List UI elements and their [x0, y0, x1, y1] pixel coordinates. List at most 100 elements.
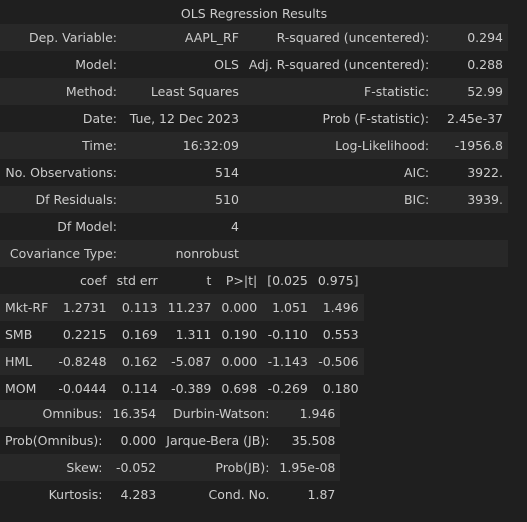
summary-row: Date: Tue, 12 Dec 2023 Prob (F-statistic):… [0, 105, 508, 132]
coef-row-cell: 1.311 [175, 327, 212, 342]
summary-row-cell: Tue, 12 Dec 2023 [129, 111, 239, 126]
coef-header-cell [0, 267, 53, 294]
coef-row-cell: 1.2731 [53, 294, 112, 321]
diagnostics-row-cell: -0.052 [107, 454, 162, 481]
summary-row-cell: 514 [215, 165, 239, 180]
summary-row-cell: Dep. Variable: [0, 24, 122, 51]
summary-row: Covariance Type: nonrobust [0, 240, 508, 267]
coef-row-cell: MOM [5, 381, 37, 396]
summary-row-cell: 2.45e-37 [447, 111, 503, 126]
summary-row-cell [434, 240, 508, 267]
summary-row: Method: Least Squares F-statistic: 52.99 [0, 78, 508, 105]
summary-row-cell: Time: [0, 132, 122, 159]
diagnostics-row-cell: 35.508 [291, 433, 336, 448]
coef-row: HML -0.8248 0.162 -5.087 0.000 -1.143 -0.506 [0, 348, 364, 375]
diagnostics-row-cell: 16.354 [107, 400, 162, 427]
diagnostics-row-cell: 1.87 [307, 487, 336, 502]
summary-row-cell [243, 240, 435, 267]
diagnostics-row-cell: 1.946 [274, 400, 341, 427]
diagnostics-row-cell: Jarque-Bera (JB): [166, 433, 270, 448]
coef-header-cell: std err [116, 273, 158, 288]
diagnostics-row-cell: Skew: [0, 454, 108, 481]
coefficients-header-row: coef std err t P>|t| [0.025 0.975] [0, 267, 364, 294]
summary-row: Df Model: 4 [0, 213, 508, 240]
summary-row-cell: Date: [82, 111, 117, 126]
coef-header-cell: P>|t| [225, 273, 258, 288]
coef-row-cell: HML [0, 348, 54, 375]
summary-row: Time: 16:32:09 Log-Likelihood: -1956.8 [0, 132, 508, 159]
summary-row-cell: F-statistic: [243, 78, 435, 105]
summary-row-cell: 16:32:09 [121, 132, 244, 159]
diagnostics-row-cell: 0.000 [120, 433, 157, 448]
coef-header-cell: 0.975] [317, 273, 359, 288]
coefficients-table: coef std err t P>|t| [0.025 0.975] Mkt-RF 1.27… [0, 267, 364, 402]
coef-row-cell: 0.162 [111, 348, 163, 375]
coef-row-cell: -1.143 [262, 348, 313, 375]
diagnostics-row-cell: Kurtosis: [48, 487, 103, 502]
coef-row-cell: 0.169 [121, 327, 158, 342]
summary-row-cell: Log-Likelihood: [243, 132, 435, 159]
coef-row-cell: -0.110 [267, 327, 308, 342]
summary-row-cell: Model: [75, 57, 117, 72]
summary-row-cell: Least Squares [121, 78, 244, 105]
coef-header-cell: [0.025 [267, 273, 308, 288]
results-title: OLS Regression Results [180, 6, 328, 21]
summary-row-cell: R-squared (uncentered): [243, 24, 435, 51]
summary-row-cell: 0.294 [434, 24, 508, 51]
summary-row: Dep. Variable: AAPL_RF R-squared (uncenter… [0, 24, 508, 51]
coef-row-cell: -0.506 [312, 348, 364, 375]
diagnostics-row-cell: Cond. No. [208, 487, 270, 502]
coef-row-cell: -5.087 [162, 348, 217, 375]
coef-header-cell: coef [79, 273, 107, 288]
summary-row-cell: 3922. [467, 165, 503, 180]
coef-row-cell: 0.190 [221, 327, 258, 342]
coef-row-cell: 0.113 [111, 294, 163, 321]
diagnostics-row: Omnibus: 16.354 Durbin-Watson: 1.946 [0, 400, 341, 427]
coef-row-cell: -0.0444 [58, 381, 107, 396]
diagnostics-row-cell: Omnibus: [0, 400, 108, 427]
summary-row-cell: 4 [230, 219, 239, 234]
summary-row-cell: AAPL_RF [121, 24, 244, 51]
summary-row-cell: Prob (F-statistic): [322, 111, 430, 126]
summary-row-cell [434, 213, 508, 240]
summary-row-cell: 510 [121, 186, 244, 213]
summary-row-cell: BIC: [243, 186, 435, 213]
summary-row-cell: 52.99 [434, 78, 508, 105]
coef-row-cell: 0.698 [221, 381, 258, 396]
summary-row-cell: Adj. R-squared (uncentered): [248, 57, 430, 72]
coef-row-cell: 0.000 [216, 294, 263, 321]
diagnostics-row-cell: 1.95e-08 [274, 454, 341, 481]
coef-row: MOM -0.0444 0.114 -0.389 0.698 -0.269 0.180 [0, 375, 364, 402]
coef-row-cell: 0.114 [121, 381, 158, 396]
diagnostics-row: Kurtosis: 4.283 Cond. No. 1.87 [0, 481, 340, 508]
coef-row-cell: 0.180 [322, 381, 359, 396]
diagnostics-row-cell: Prob(Omnibus): [5, 433, 103, 448]
diagnostics-row-cell: 4.283 [120, 487, 157, 502]
summary-row-cell: AIC: [403, 165, 430, 180]
summary-row-cell: Df Model: [57, 219, 117, 234]
diagnostics-row: Prob(Omnibus): 0.000 Jarque-Bera (JB): 35.5… [0, 427, 340, 454]
coef-row-cell: SMB [5, 327, 33, 342]
coef-row: Mkt-RF 1.2731 0.113 11.237 0.000 1.051 1.496 [0, 294, 364, 321]
coef-header-cell: t [206, 273, 212, 288]
coef-row-cell: 11.237 [162, 294, 217, 321]
summary-row-cell: Covariance Type: [0, 240, 122, 267]
coef-row-cell: 1.496 [312, 294, 364, 321]
summary-row: Df Residuals: 510 BIC: 3939. [0, 186, 508, 213]
coef-row-cell: 0.2215 [62, 327, 107, 342]
summary-row-cell: 3939. [434, 186, 508, 213]
coef-row-cell: -0.8248 [53, 348, 112, 375]
model-summary-table: Dep. Variable: AAPL_RF R-squared (uncenter… [0, 24, 508, 267]
summary-row-cell [244, 213, 434, 240]
coef-row-cell: 1.051 [262, 294, 313, 321]
summary-row: Model: OLS Adj. R-squared (uncentered): 0.2… [0, 51, 508, 78]
summary-row-cell: nonrobust [121, 240, 244, 267]
summary-row-cell: OLS [214, 57, 239, 72]
diagnostics-row-cell: Durbin-Watson: [161, 400, 275, 427]
coef-row: SMB 0.2215 0.169 1.311 0.190 -0.110 0.553 [0, 321, 364, 348]
coef-row-cell: 0.000 [216, 348, 263, 375]
diagnostics-row-cell: Prob(JB): [161, 454, 275, 481]
summary-row-cell: Df Residuals: [0, 186, 122, 213]
diagnostics-row: Skew: -0.052 Prob(JB): 1.95e-08 [0, 454, 341, 481]
coef-row-cell: -0.269 [267, 381, 308, 396]
